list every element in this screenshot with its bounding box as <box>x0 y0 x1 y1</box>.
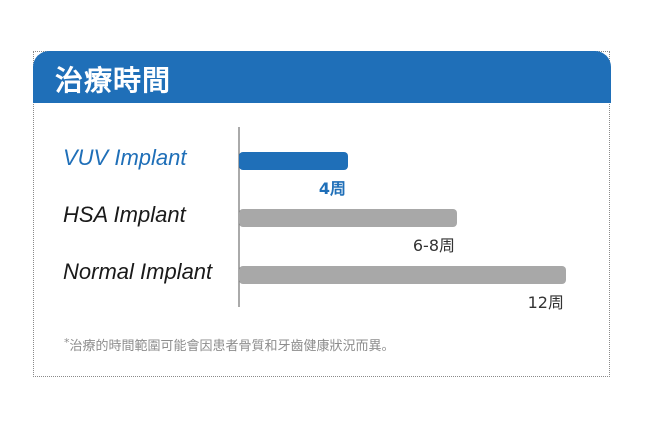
footnote: *治療的時間範圍可能會因患者骨質和牙齒健康狀況而異。 <box>64 335 395 354</box>
bar <box>239 266 566 284</box>
card-title: 治療時間 <box>55 64 172 97</box>
value-label: 12周 <box>528 293 564 312</box>
card-header: 治療時間 <box>33 51 611 103</box>
value-label: 4周 <box>319 179 346 198</box>
bar <box>239 152 348 170</box>
footnote-marker: * <box>64 336 70 349</box>
category-label: Normal Implant <box>63 259 213 284</box>
category-label: HSA Implant <box>63 202 187 227</box>
category-label: VUV Implant <box>63 145 187 170</box>
bar <box>239 209 457 227</box>
footnote-text: 治療的時間範圍可能會因患者骨質和牙齒健康狀況而異。 <box>69 339 395 354</box>
value-label: 6-8周 <box>413 236 455 255</box>
